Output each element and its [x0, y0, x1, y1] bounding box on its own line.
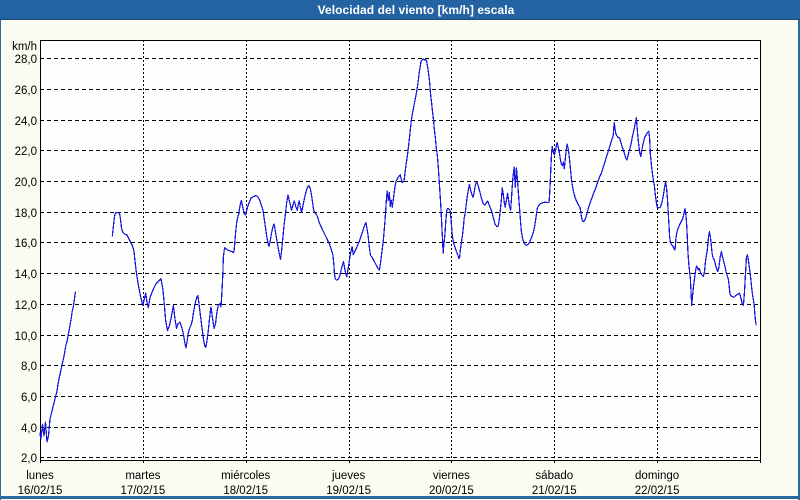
- svg-text:22,0: 22,0: [15, 146, 37, 158]
- svg-text:jueves: jueves: [331, 470, 365, 482]
- svg-text:6,0: 6,0: [21, 392, 37, 404]
- svg-text:km/h: km/h: [12, 41, 37, 53]
- svg-text:24,0: 24,0: [15, 116, 37, 128]
- svg-text:10,0: 10,0: [15, 331, 37, 343]
- svg-text:18,0: 18,0: [15, 208, 37, 220]
- svg-text:12,0: 12,0: [15, 300, 37, 312]
- svg-text:19/02/15: 19/02/15: [326, 485, 371, 497]
- svg-text:lunes: lunes: [26, 470, 54, 482]
- svg-text:22/02/15: 22/02/15: [635, 485, 680, 497]
- svg-text:20,0: 20,0: [15, 177, 37, 189]
- svg-text:16,0: 16,0: [15, 238, 37, 250]
- svg-text:martes: martes: [125, 470, 160, 482]
- svg-text:miércoles: miércoles: [221, 470, 270, 482]
- svg-text:viernes: viernes: [433, 470, 470, 482]
- svg-text:domingo: domingo: [635, 470, 679, 482]
- svg-text:sábado: sábado: [535, 470, 573, 482]
- svg-text:21/02/15: 21/02/15: [532, 485, 577, 497]
- svg-text:14,0: 14,0: [15, 269, 37, 281]
- svg-text:17/02/15: 17/02/15: [121, 485, 166, 497]
- svg-text:26,0: 26,0: [15, 85, 37, 97]
- svg-text:16/02/15: 16/02/15: [18, 485, 63, 497]
- svg-text:2,0: 2,0: [21, 453, 37, 465]
- svg-text:28,0: 28,0: [15, 54, 37, 66]
- svg-text:4,0: 4,0: [21, 423, 37, 435]
- svg-text:20/02/15: 20/02/15: [429, 485, 474, 497]
- svg-text:18/02/15: 18/02/15: [223, 485, 268, 497]
- svg-text:8,0: 8,0: [21, 361, 37, 373]
